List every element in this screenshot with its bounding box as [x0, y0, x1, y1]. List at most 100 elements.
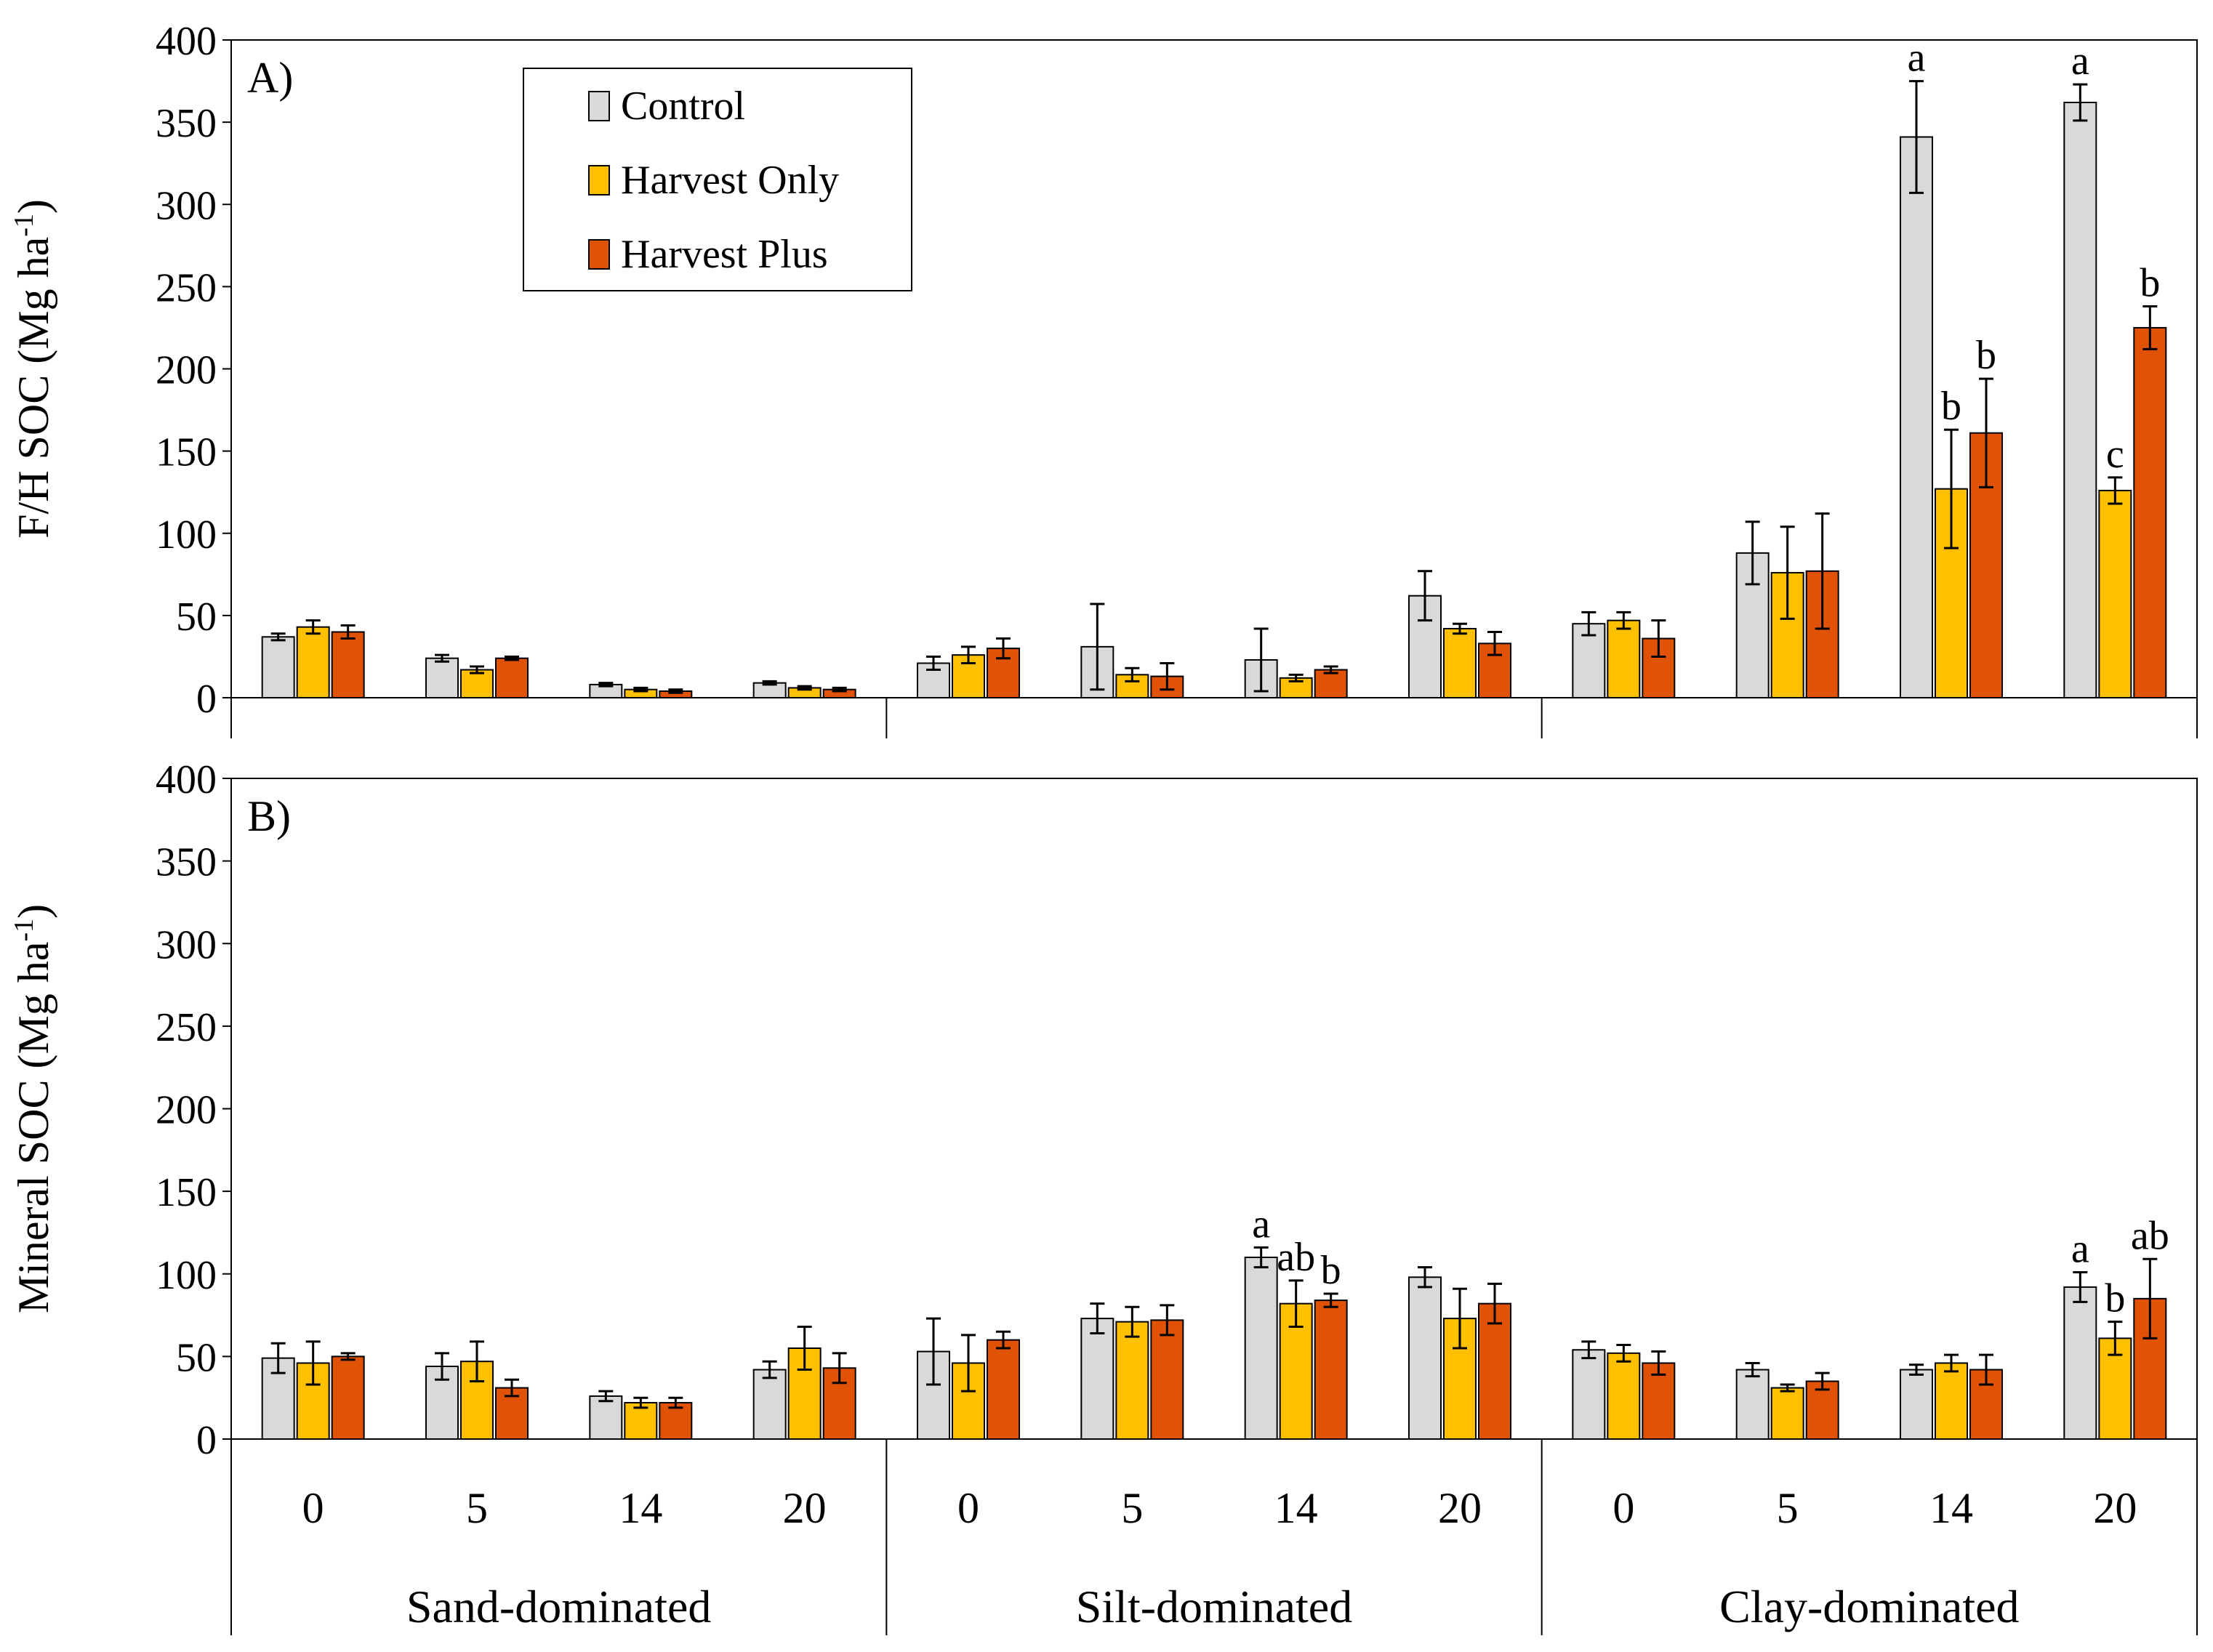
legend-swatch-control: [588, 91, 610, 121]
x-tick-label: 14: [1929, 1484, 1973, 1532]
significance-letter: c: [2106, 432, 2124, 477]
bar-control: [425, 657, 459, 699]
x-tick-label: 20: [2093, 1484, 2137, 1532]
legend-label: Harvest Plus: [621, 232, 828, 277]
legend-swatch-harvest-plus: [588, 239, 610, 270]
bar-harvest-only: [952, 1362, 985, 1440]
bar-harvest-only: [1607, 619, 1641, 698]
y-tick-label: 200: [156, 348, 217, 393]
bar-harvest-plus: [331, 631, 365, 698]
bar-harvest-plus: [1150, 1319, 1184, 1440]
y-tick-label: 250: [156, 1005, 217, 1050]
y-tick-label: 350: [156, 101, 217, 146]
x-tick-label: 14: [1274, 1484, 1318, 1532]
significance-letter: a: [1252, 1201, 1270, 1246]
bar-control: [917, 662, 950, 698]
significance-letter: a: [2071, 39, 2089, 84]
bar-control: [1900, 1369, 1933, 1441]
significance-letter: ab: [1277, 1235, 1315, 1280]
y-tick-label: 300: [156, 922, 217, 967]
significance-letter: a: [1908, 36, 1926, 81]
group-label: Silt-dominated: [1076, 1581, 1352, 1632]
y-tick-label: 100: [156, 1253, 217, 1298]
legend-label: Harvest Only: [621, 158, 839, 203]
significance-letter: b: [2140, 261, 2160, 306]
x-tick-label: 5: [1121, 1484, 1143, 1532]
bar-control: [2063, 101, 2097, 699]
bar-control: [752, 1369, 787, 1441]
x-tick-label: 0: [302, 1484, 324, 1532]
bar-harvest-only: [1607, 1352, 1641, 1440]
y-tick-label: 300: [156, 183, 217, 228]
x-tick-label: 0: [957, 1484, 979, 1532]
y-tick-label: 250: [156, 265, 217, 310]
x-tick-label: 14: [619, 1484, 662, 1532]
plot-frame: [230, 778, 2198, 1440]
bar-harvest-plus: [987, 1339, 1020, 1441]
x-tick-label: 5: [1777, 1484, 1799, 1532]
x-tick-label: 20: [783, 1484, 827, 1532]
bar-harvest-plus: [1314, 1300, 1348, 1440]
x-tick-label: 5: [466, 1484, 488, 1532]
panel-label: B): [247, 792, 291, 840]
bar-control: [1408, 1276, 1442, 1441]
bar-control: [261, 636, 295, 698]
bar-control: [1735, 1369, 1770, 1441]
bar-harvest-only: [1935, 1362, 1968, 1440]
group-label: Sand-dominated: [406, 1581, 711, 1632]
bar-harvest-plus: [2133, 326, 2167, 698]
y-tick-label: 150: [156, 1170, 217, 1215]
y-axis-label-close: ): [9, 199, 57, 214]
group-label: Clay-dominated: [1719, 1581, 2019, 1632]
bar-control: [1572, 1349, 1606, 1441]
bar-control: [1244, 1257, 1278, 1441]
y-tick-label: 0: [196, 1418, 217, 1463]
y-tick-label: 150: [156, 430, 217, 475]
bar-harvest-plus: [331, 1355, 365, 1440]
panel-label: A): [247, 54, 293, 102]
y-tick-label: 100: [156, 512, 217, 557]
bar-control: [1080, 1318, 1114, 1441]
y-axis-label-sup: -1: [9, 919, 39, 942]
significance-letter: b: [1976, 333, 1996, 378]
bar-harvest-only: [1443, 627, 1477, 698]
significance-letter: ab: [2131, 1213, 2169, 1258]
bar-harvest-only: [2098, 489, 2132, 698]
y-axis-label-main: Mineral SOC (Mg ha: [9, 942, 57, 1314]
y-tick-label: 0: [196, 677, 217, 722]
y-axis-label: F/H SOC (Mg ha-1): [9, 199, 57, 539]
bar-harvest-plus: [1642, 1362, 1676, 1440]
y-tick-label: 400: [156, 757, 217, 802]
y-tick-label: 200: [156, 1088, 217, 1133]
bar-harvest-plus: [495, 657, 529, 699]
bar-harvest-plus: [1478, 1302, 1511, 1441]
y-axis-label-close: ): [9, 904, 57, 919]
bar-harvest-only: [624, 1402, 658, 1441]
legend: Control Harvest Only Harvest Plus: [523, 68, 912, 291]
x-tick-label: 0: [1612, 1484, 1634, 1532]
y-axis-label-main: F/H SOC (Mg ha: [9, 237, 57, 539]
significance-letter: b: [1941, 384, 1961, 429]
bar-harvest-plus: [822, 1367, 856, 1440]
bar-control: [2063, 1286, 2097, 1441]
significance-letter: b: [2105, 1276, 2125, 1321]
y-axis-label-sup: -1: [9, 214, 39, 237]
bar-harvest-only: [1115, 1321, 1149, 1440]
y-axis-label: Mineral SOC (Mg ha-1): [9, 904, 57, 1313]
panel-a: 0 50 100 150 200 250 300 350 400 F/H SOC (Mg ha-1…: [9, 19, 2198, 738]
legend-swatch-harvest-only: [588, 165, 610, 196]
legend-label: Control: [621, 84, 745, 129]
bar-control: [1900, 136, 1933, 699]
bar-harvest-only: [296, 626, 330, 699]
bar-harvest-plus: [1314, 669, 1348, 698]
y-tick-label: 400: [156, 19, 217, 64]
y-tick-label: 50: [176, 595, 217, 640]
bar-control: [589, 1395, 623, 1441]
y-tick-label: 350: [156, 840, 217, 885]
significance-letter: a: [2071, 1226, 2089, 1271]
y-tick-label: 50: [176, 1335, 217, 1380]
significance-letter: b: [1321, 1248, 1341, 1293]
x-tick-label: 20: [1438, 1484, 1482, 1532]
